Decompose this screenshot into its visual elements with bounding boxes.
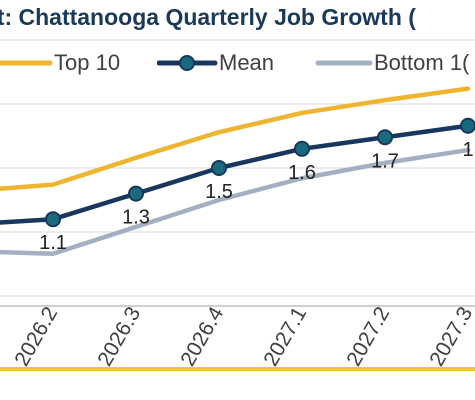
legend-label-top-10: Top 10 xyxy=(54,50,121,75)
legend-label-mean: Mean xyxy=(219,50,275,75)
data-label-mean: 1 xyxy=(462,139,473,161)
series-line-top-10 xyxy=(0,86,471,191)
x-tick-label: 2026.2 xyxy=(10,303,62,370)
data-point-mean xyxy=(211,160,227,176)
legend: Top 10 Mean Bottom 1( xyxy=(0,48,475,78)
data-point-mean xyxy=(128,185,144,202)
x-tick-label: 2027.2 xyxy=(342,303,394,370)
data-label-mean: 1.5 xyxy=(205,181,233,203)
legend-swatch-mean xyxy=(157,55,218,71)
legend-label-bottom-10: Bottom 1( xyxy=(374,50,470,75)
x-tick-label: 2027.1 xyxy=(259,303,311,370)
legend-swatch-bottom-10 xyxy=(315,60,373,66)
data-label-mean: 1.3 xyxy=(122,207,150,229)
series-line-mean xyxy=(0,123,471,225)
data-point-mean xyxy=(45,211,61,228)
data-label-mean: 1.1 xyxy=(39,232,67,254)
x-tick-label: 2026.3 xyxy=(93,303,145,370)
series-line-bottom-10 xyxy=(0,147,471,257)
legend-item-top-10: Top 10 xyxy=(0,48,120,78)
data-label-mean: 1.7 xyxy=(371,150,399,172)
x-tick-label: 2026.4 xyxy=(176,303,228,370)
chart-title: st: Chattanooga Quarterly Job Growth ( xyxy=(0,4,416,30)
legend-item-mean: Mean xyxy=(157,48,274,78)
frame-border xyxy=(0,367,475,371)
data-point-mean xyxy=(377,129,393,146)
data-label-mean: 1.6 xyxy=(288,162,316,184)
legend-swatch-top-10 xyxy=(0,60,53,66)
data-point-mean xyxy=(460,117,475,134)
data-point-mean xyxy=(294,140,310,157)
x-tick-label: 2027.3 xyxy=(425,303,475,370)
legend-item-bottom-10: Bottom 1( xyxy=(314,48,469,78)
